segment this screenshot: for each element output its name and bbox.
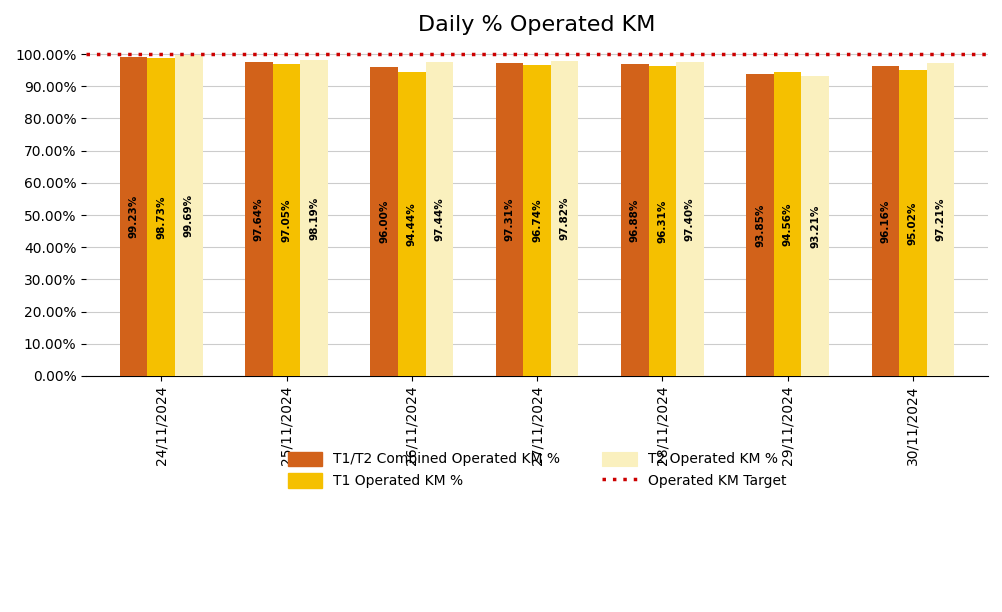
Text: 98.19%: 98.19% [309, 196, 319, 239]
Text: 99.69%: 99.69% [183, 194, 193, 237]
Bar [801, 76, 828, 376]
Text: 98.73%: 98.73% [156, 195, 166, 239]
Text: 94.56%: 94.56% [782, 202, 792, 245]
Title: Daily % Operated KM: Daily % Operated KM [418, 15, 655, 35]
Bar [648, 66, 675, 376]
Bar [147, 58, 175, 376]
Bar [675, 62, 703, 376]
Text: 96.74%: 96.74% [531, 198, 541, 242]
Text: 97.64%: 97.64% [254, 197, 264, 241]
Bar [898, 70, 926, 376]
Text: 93.85%: 93.85% [755, 203, 765, 247]
Bar [773, 72, 801, 376]
Text: 97.82%: 97.82% [559, 197, 569, 241]
Text: 96.88%: 96.88% [629, 198, 639, 242]
Text: 96.16%: 96.16% [880, 200, 890, 243]
Text: 97.31%: 97.31% [504, 198, 514, 241]
Text: 93.21%: 93.21% [810, 204, 820, 248]
Bar [745, 74, 773, 376]
Bar [244, 62, 273, 376]
Bar [425, 62, 453, 376]
Text: 96.31%: 96.31% [656, 200, 666, 242]
Bar [175, 55, 202, 376]
Bar [300, 60, 328, 376]
Bar [926, 63, 953, 376]
Text: 95.02%: 95.02% [907, 201, 917, 245]
Bar [550, 61, 578, 376]
Bar [273, 64, 300, 376]
Text: 94.44%: 94.44% [407, 202, 417, 246]
Bar [495, 63, 523, 376]
Text: 97.21%: 97.21% [935, 198, 945, 241]
Bar [523, 65, 550, 376]
Text: 99.23%: 99.23% [128, 195, 138, 238]
Text: 96.00%: 96.00% [379, 200, 389, 243]
Text: 97.44%: 97.44% [434, 197, 444, 241]
Bar [398, 72, 425, 376]
Legend: T1/T2 Combined Operated KM %, T1 Operated KM %, T2 Operated KM %, Operated KM Ta: T1/T2 Combined Operated KM %, T1 Operate… [282, 446, 792, 494]
Text: 97.05%: 97.05% [282, 198, 292, 242]
Text: 97.40%: 97.40% [684, 198, 694, 241]
Bar [620, 64, 648, 376]
Bar [370, 67, 398, 376]
Bar [871, 67, 898, 376]
Bar [120, 56, 147, 376]
